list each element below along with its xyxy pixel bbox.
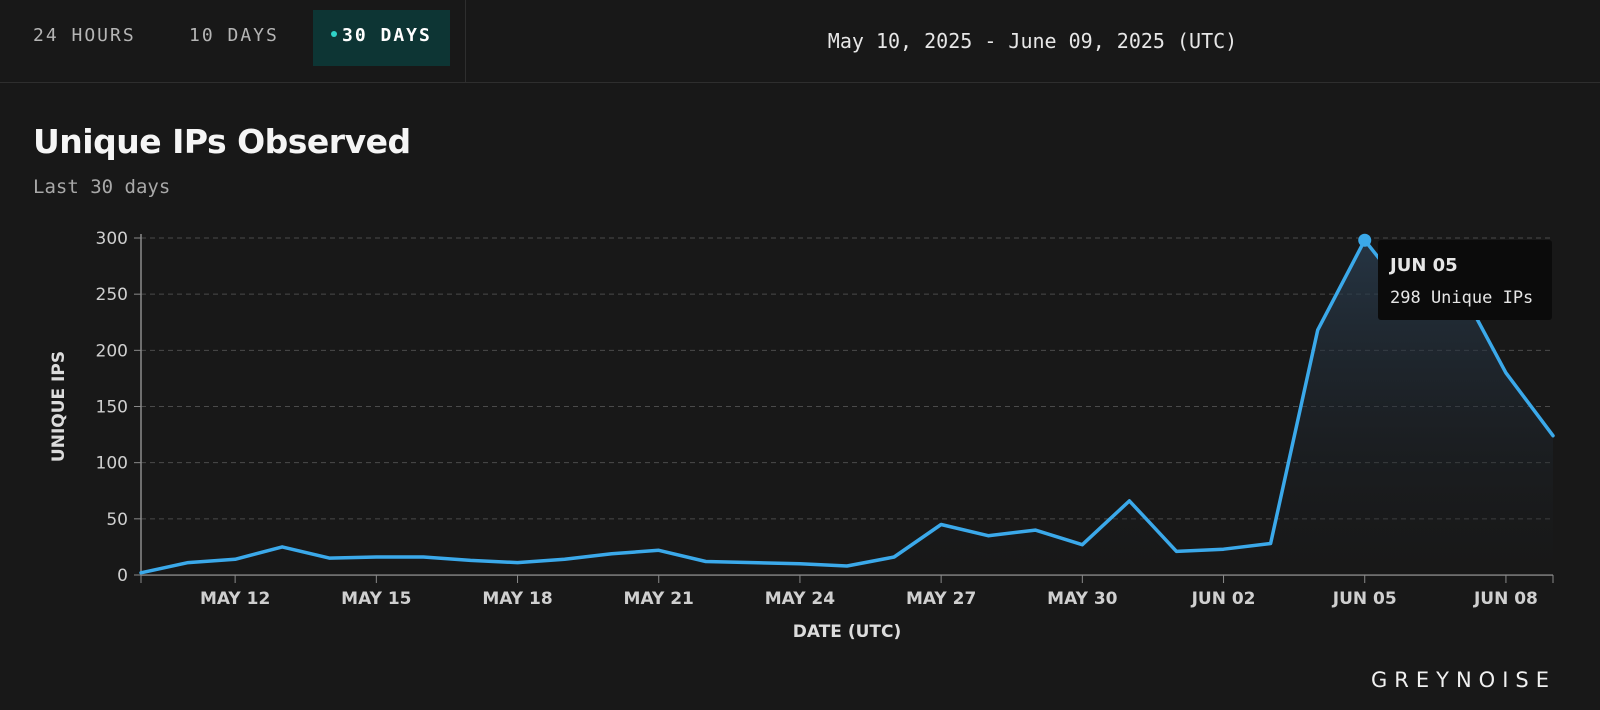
- x-tick-label: MAY 27: [906, 589, 976, 609]
- x-tick-label: MAY 18: [482, 589, 552, 609]
- tab-24-hours[interactable]: 24 HOURS: [33, 10, 136, 66]
- x-tick-label: MAY 24: [765, 589, 836, 609]
- series-area: [141, 240, 1553, 575]
- grid-lines: [141, 237, 1553, 520]
- time-range-tabs: 24 HOURS 10 DAYS 30 DAYS: [0, 0, 466, 82]
- date-range: May 10, 2025 - June 09, 2025 (UTC): [827, 29, 1238, 53]
- tab-label: 10 DAYS: [189, 25, 279, 46]
- tab-10-days[interactable]: 10 DAYS: [189, 10, 279, 66]
- chart-subtitle: Last 30 days: [33, 176, 171, 198]
- tooltip-value: 298 Unique IPs: [1390, 288, 1534, 308]
- x-tick-label: MAY 21: [624, 589, 694, 609]
- y-tick-label: 200: [96, 341, 128, 361]
- y-tick-label: 0: [117, 566, 128, 586]
- chart-tooltip: JUN 05 298 Unique IPs: [1378, 240, 1552, 320]
- y-tick-label: 300: [96, 229, 128, 249]
- highlight-point: [1358, 233, 1372, 247]
- axis-labels: 0 50 100 150 200 250 300 MAY 12 MAY 15 MAY 18 MAY …: [49, 229, 1538, 642]
- x-tick-label: MAY 15: [341, 589, 411, 609]
- tab-label: 30 DAYS: [342, 25, 432, 46]
- x-tick-label: JUN 08: [1473, 589, 1538, 609]
- x-tick-label: MAY 12: [200, 589, 270, 609]
- top-bar: 24 HOURS 10 DAYS 30 DAYS May 10, 2025 - …: [0, 0, 1600, 83]
- y-tick-label: 100: [96, 454, 128, 474]
- tooltip-date: JUN 05: [1390, 255, 1458, 276]
- y-tick-label: 50: [106, 510, 128, 530]
- tab-label: 24 HOURS: [33, 25, 136, 46]
- y-tick-label: 150: [96, 398, 128, 418]
- tab-30-days[interactable]: 30 DAYS: [313, 10, 450, 66]
- chart-title: Unique IPs Observed: [33, 122, 411, 161]
- x-tick-label: JUN 05: [1332, 589, 1397, 609]
- y-tick-label: 250: [96, 285, 128, 305]
- x-tick-label: JUN 02: [1191, 589, 1256, 609]
- series-unique-ips: [139, 233, 1555, 575]
- y-axis-title: UNIQUE IPS: [49, 351, 69, 462]
- greynoise-logo: GREYNOISE: [1371, 668, 1556, 692]
- active-dot-icon: [331, 31, 337, 37]
- series-line: [139, 238, 1555, 575]
- x-axis-title: DATE (UTC): [793, 622, 902, 642]
- x-tick-label: MAY 30: [1047, 589, 1118, 609]
